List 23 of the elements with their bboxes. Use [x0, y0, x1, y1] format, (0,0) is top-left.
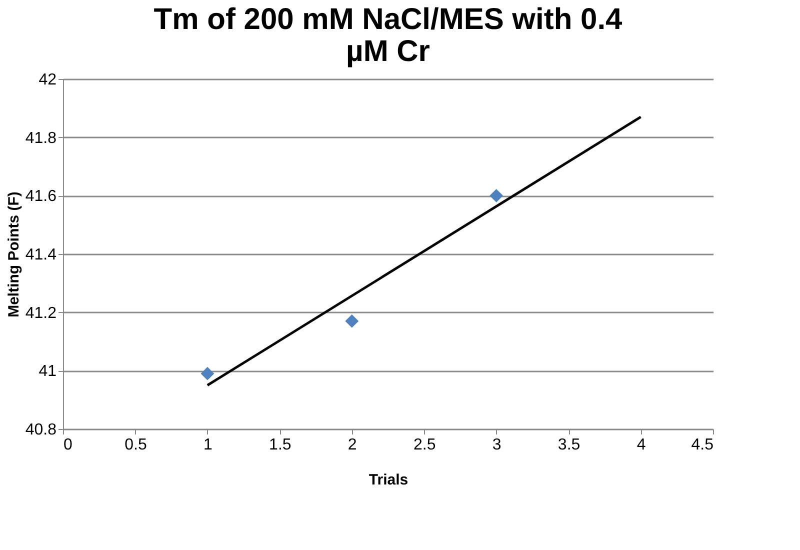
x-tick-label: 2 — [348, 436, 357, 454]
point — [345, 314, 359, 328]
x-tick-label: 1 — [203, 436, 212, 454]
chart-title: Tm of 200 mM NaCl/MES with 0.4 µM Cr — [154, 3, 623, 68]
point — [490, 188, 504, 202]
x-tick-label: 3 — [492, 436, 502, 454]
y-tick-label: 40.8 — [25, 422, 57, 438]
x-tick-label: 3.5 — [558, 436, 580, 454]
x-tick-label: 1.5 — [269, 436, 292, 454]
y-tick-label: 41.2 — [25, 304, 57, 322]
x-tick-label: 0.5 — [124, 436, 147, 454]
x-tick-label: 0 — [64, 436, 72, 454]
y-tick-label: 42 — [38, 72, 57, 88]
y-tick-label: 41.8 — [25, 130, 57, 147]
y-tick-label: 41 — [38, 363, 57, 380]
y-tick-label: 41.6 — [25, 188, 57, 206]
y-axis-title: Melting Points (F) — [5, 192, 22, 318]
point — [200, 366, 214, 380]
x-tick-label: 2.5 — [413, 436, 436, 454]
x-axis-title: Trials — [368, 472, 408, 488]
x-tick-label: 4 — [636, 436, 646, 454]
y-tick-label: 41.4 — [25, 246, 57, 264]
x-tick-label: 4.5 — [691, 436, 714, 454]
